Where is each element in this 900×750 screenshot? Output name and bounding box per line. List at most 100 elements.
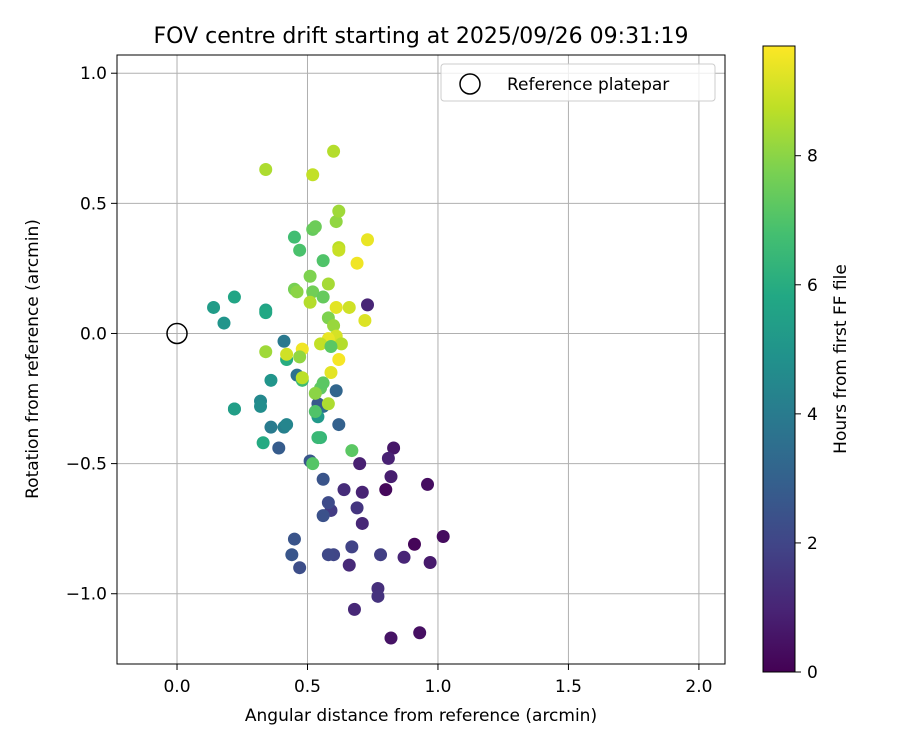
- colorbar-tick-label: 0: [807, 663, 818, 683]
- data-point: [293, 243, 307, 257]
- data-point: [337, 483, 351, 497]
- data-point: [264, 373, 278, 387]
- data-point: [332, 204, 346, 218]
- colorbar-tick-label: 6: [807, 276, 818, 296]
- data-point: [259, 306, 273, 320]
- data-point: [272, 441, 286, 455]
- data-point: [290, 285, 304, 299]
- data-point: [207, 300, 221, 314]
- colorbar: 0 2 4 6 8 Hours from first FF file: [762, 45, 851, 683]
- data-point: [293, 350, 307, 364]
- data-point: [355, 516, 369, 530]
- data-point: [423, 556, 437, 569]
- x-axis-ticks: 0.0 0.5 1.0 1.5 2.0: [163, 664, 712, 697]
- data-point: [287, 230, 301, 244]
- y-tick-label: −0.5: [66, 455, 107, 475]
- legend: Reference platepar: [440, 63, 716, 102]
- data-point: [379, 483, 393, 497]
- data-point: [361, 233, 375, 247]
- x-tick-label: 1.0: [424, 677, 451, 697]
- data-point: [332, 418, 346, 432]
- data-point: [308, 386, 322, 400]
- data-point: [361, 298, 375, 312]
- data-point: [329, 300, 343, 314]
- x-tick-label: 0.0: [163, 677, 190, 697]
- x-tick-label: 2.0: [685, 677, 712, 697]
- data-point: [227, 290, 241, 304]
- x-tick-label: 0.5: [294, 677, 321, 697]
- data-point: [329, 215, 343, 229]
- data-point: [254, 399, 268, 413]
- data-point: [308, 220, 322, 234]
- grid-lines: [117, 55, 725, 664]
- y-tick-label: −1.0: [66, 585, 107, 605]
- data-point: [293, 561, 307, 575]
- data-point: [387, 441, 401, 455]
- data-point: [321, 397, 335, 411]
- data-point: [345, 444, 359, 458]
- y-tick-label: 0.5: [80, 194, 107, 214]
- data-point: [397, 550, 411, 564]
- data-point: [355, 485, 369, 499]
- data-point: [342, 300, 356, 314]
- data-point: [321, 277, 335, 291]
- data-point: [332, 243, 346, 257]
- plot-frame: [116, 54, 726, 665]
- data-point: [384, 631, 398, 645]
- reference-marker-group: [166, 322, 188, 345]
- data-point: [384, 470, 398, 484]
- data-point: [311, 431, 325, 445]
- data-point: [227, 402, 241, 416]
- data-point: [280, 347, 294, 361]
- colorbar-tick-label: 4: [807, 405, 818, 425]
- data-point: [295, 371, 309, 385]
- data-point: [327, 319, 341, 333]
- data-point: [332, 353, 346, 366]
- data-point: [280, 418, 294, 432]
- y-tick-label: 0.0: [80, 324, 107, 344]
- data-point: [259, 163, 273, 177]
- data-point: [421, 477, 435, 491]
- data-point: [256, 436, 270, 450]
- data-point: [407, 537, 421, 551]
- data-point: [277, 334, 291, 348]
- colorbar-tick-label: 2: [807, 534, 818, 554]
- chart-title: FOV centre drift starting at 2025/09/26 …: [154, 24, 689, 49]
- data-point: [371, 589, 385, 603]
- data-point: [345, 540, 359, 554]
- data-point: [413, 626, 427, 640]
- data-point: [350, 501, 364, 515]
- data-point: [374, 548, 388, 562]
- colorbar-label: Hours from first FF file: [831, 264, 851, 454]
- data-point: [324, 366, 338, 380]
- data-point: [306, 285, 320, 299]
- data-point: [306, 168, 320, 182]
- data-point: [381, 451, 395, 465]
- data-point: [316, 472, 330, 486]
- x-axis-label: Angular distance from reference (arcmin): [245, 706, 597, 726]
- data-point: [316, 376, 330, 390]
- legend-box: [440, 63, 716, 102]
- data-point: [342, 558, 356, 572]
- data-point: [321, 496, 335, 510]
- colorbar-ticks: 0 2 4 6 8: [795, 147, 818, 683]
- data-point: [217, 316, 231, 330]
- colorbar-gradient: [762, 45, 796, 673]
- data-point: [353, 457, 367, 471]
- data-point: [347, 602, 361, 616]
- data-point: [327, 144, 341, 158]
- data-point: [334, 337, 348, 351]
- data-point: [350, 256, 364, 270]
- data-point: [321, 548, 335, 562]
- data-point: [316, 290, 330, 304]
- colorbar-tick-label: 8: [807, 147, 818, 167]
- data-point: [259, 345, 273, 359]
- reference-platepar-marker: [166, 322, 188, 345]
- data-points: [207, 144, 450, 645]
- y-tick-label: 1.0: [80, 64, 107, 84]
- data-point: [264, 420, 278, 434]
- data-point: [306, 457, 320, 471]
- y-axis-label: Rotation from reference (arcmin): [23, 219, 43, 499]
- data-point: [358, 313, 372, 327]
- data-point: [303, 269, 317, 283]
